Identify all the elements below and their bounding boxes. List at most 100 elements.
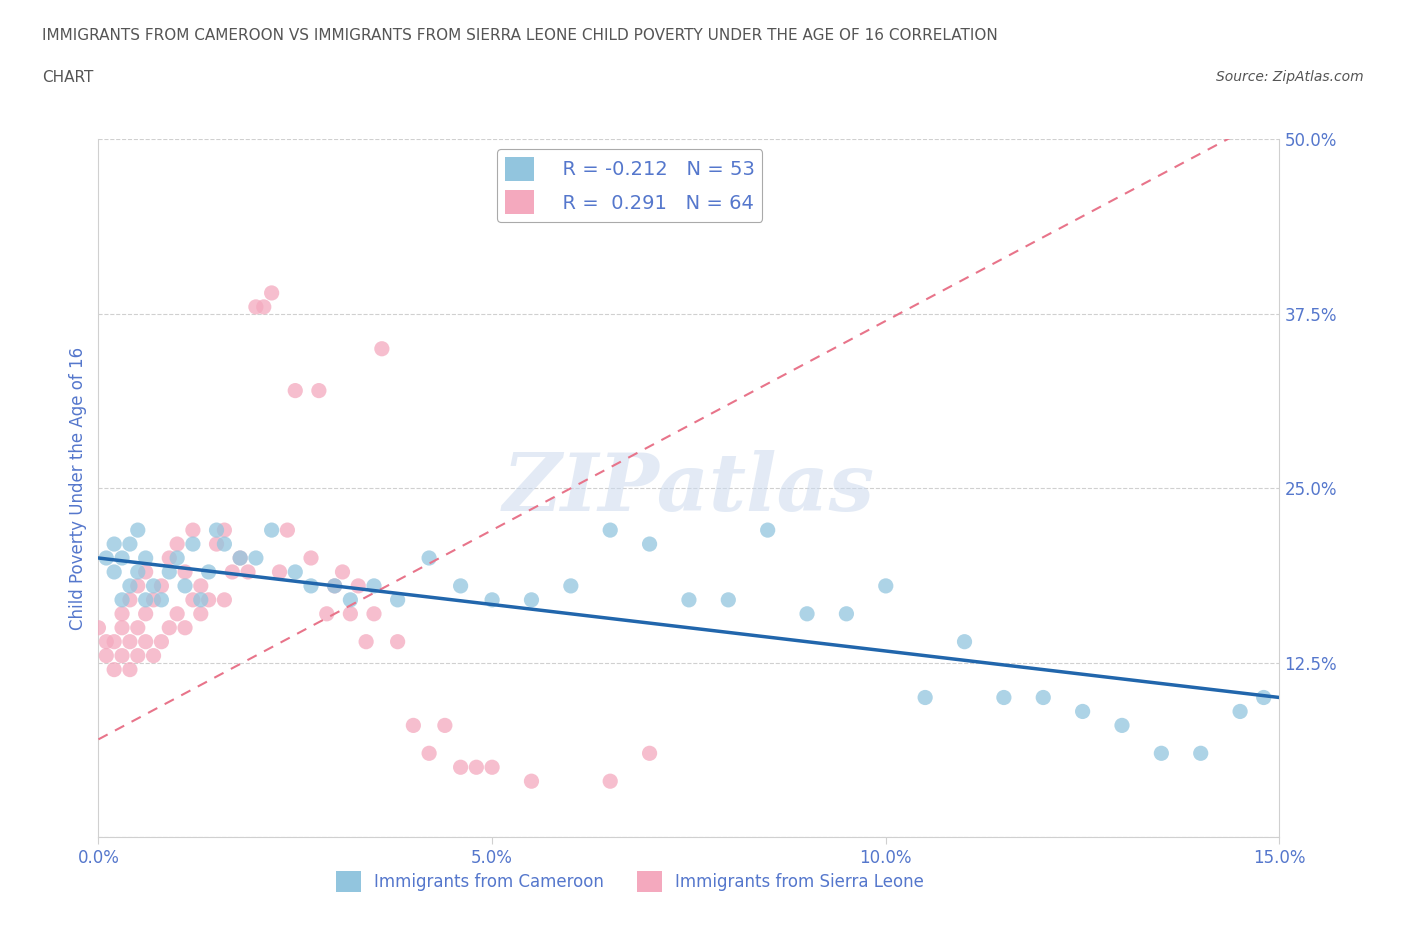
Point bbox=[599, 523, 621, 538]
Point bbox=[1253, 690, 1275, 705]
Point bbox=[87, 620, 110, 635]
Point bbox=[323, 578, 346, 593]
Y-axis label: Child Poverty Under the Age of 16: Child Poverty Under the Age of 16 bbox=[69, 347, 87, 630]
Point bbox=[190, 578, 212, 593]
Point bbox=[269, 565, 291, 579]
Point bbox=[127, 578, 149, 593]
Point bbox=[253, 299, 276, 314]
Point bbox=[166, 551, 188, 565]
Legend: Immigrants from Cameroon, Immigrants from Sierra Leone: Immigrants from Cameroon, Immigrants fro… bbox=[329, 865, 931, 898]
Point bbox=[481, 760, 503, 775]
Point bbox=[205, 537, 228, 551]
Point bbox=[363, 606, 385, 621]
Point bbox=[339, 606, 361, 621]
Point bbox=[197, 592, 219, 607]
Point bbox=[450, 760, 472, 775]
Point bbox=[166, 537, 188, 551]
Point bbox=[181, 537, 204, 551]
Point bbox=[214, 537, 236, 551]
Point bbox=[450, 578, 472, 593]
Point bbox=[299, 551, 322, 565]
Point bbox=[914, 690, 936, 705]
Point bbox=[560, 578, 582, 593]
Point bbox=[229, 551, 252, 565]
Point bbox=[118, 592, 141, 607]
Point bbox=[245, 551, 267, 565]
Point bbox=[260, 523, 283, 538]
Point bbox=[118, 537, 141, 551]
Point bbox=[339, 592, 361, 607]
Point bbox=[142, 578, 165, 593]
Point bbox=[150, 634, 173, 649]
Point bbox=[157, 551, 180, 565]
Point bbox=[387, 634, 409, 649]
Point bbox=[875, 578, 897, 593]
Point bbox=[135, 565, 157, 579]
Point bbox=[1111, 718, 1133, 733]
Point bbox=[520, 592, 543, 607]
Point bbox=[96, 551, 118, 565]
Point bbox=[236, 565, 259, 579]
Point bbox=[111, 648, 134, 663]
Point bbox=[993, 690, 1015, 705]
Point bbox=[166, 606, 188, 621]
Point bbox=[638, 746, 661, 761]
Point bbox=[142, 648, 165, 663]
Point bbox=[465, 760, 488, 775]
Point bbox=[214, 592, 236, 607]
Point bbox=[174, 565, 197, 579]
Point bbox=[1189, 746, 1212, 761]
Point bbox=[96, 648, 118, 663]
Point bbox=[157, 620, 180, 635]
Text: ZIPatlas: ZIPatlas bbox=[503, 449, 875, 527]
Point bbox=[245, 299, 267, 314]
Point bbox=[371, 341, 394, 356]
Point bbox=[135, 551, 157, 565]
Point bbox=[197, 565, 219, 579]
Point bbox=[111, 606, 134, 621]
Point bbox=[953, 634, 976, 649]
Point bbox=[127, 648, 149, 663]
Point bbox=[111, 551, 134, 565]
Point bbox=[214, 523, 236, 538]
Point bbox=[638, 537, 661, 551]
Point bbox=[323, 578, 346, 593]
Point bbox=[756, 523, 779, 538]
Point bbox=[96, 634, 118, 649]
Point bbox=[433, 718, 456, 733]
Point bbox=[599, 774, 621, 789]
Point bbox=[308, 383, 330, 398]
Point bbox=[221, 565, 243, 579]
Point bbox=[150, 592, 173, 607]
Point bbox=[103, 662, 125, 677]
Point bbox=[127, 565, 149, 579]
Point bbox=[1229, 704, 1251, 719]
Point bbox=[1071, 704, 1094, 719]
Point bbox=[299, 578, 322, 593]
Point bbox=[103, 565, 125, 579]
Point bbox=[111, 620, 134, 635]
Point bbox=[118, 634, 141, 649]
Point bbox=[111, 592, 134, 607]
Point bbox=[717, 592, 740, 607]
Point bbox=[260, 286, 283, 300]
Point bbox=[181, 523, 204, 538]
Point bbox=[205, 523, 228, 538]
Point bbox=[135, 592, 157, 607]
Point bbox=[347, 578, 370, 593]
Text: Source: ZipAtlas.com: Source: ZipAtlas.com bbox=[1216, 70, 1364, 84]
Text: CHART: CHART bbox=[42, 70, 94, 85]
Text: IMMIGRANTS FROM CAMEROON VS IMMIGRANTS FROM SIERRA LEONE CHILD POVERTY UNDER THE: IMMIGRANTS FROM CAMEROON VS IMMIGRANTS F… bbox=[42, 28, 998, 43]
Point bbox=[835, 606, 858, 621]
Point bbox=[1032, 690, 1054, 705]
Point bbox=[481, 592, 503, 607]
Point bbox=[276, 523, 298, 538]
Point bbox=[402, 718, 425, 733]
Point bbox=[174, 620, 197, 635]
Point bbox=[418, 746, 440, 761]
Point bbox=[315, 606, 337, 621]
Point bbox=[181, 592, 204, 607]
Point bbox=[520, 774, 543, 789]
Point bbox=[135, 634, 157, 649]
Point bbox=[418, 551, 440, 565]
